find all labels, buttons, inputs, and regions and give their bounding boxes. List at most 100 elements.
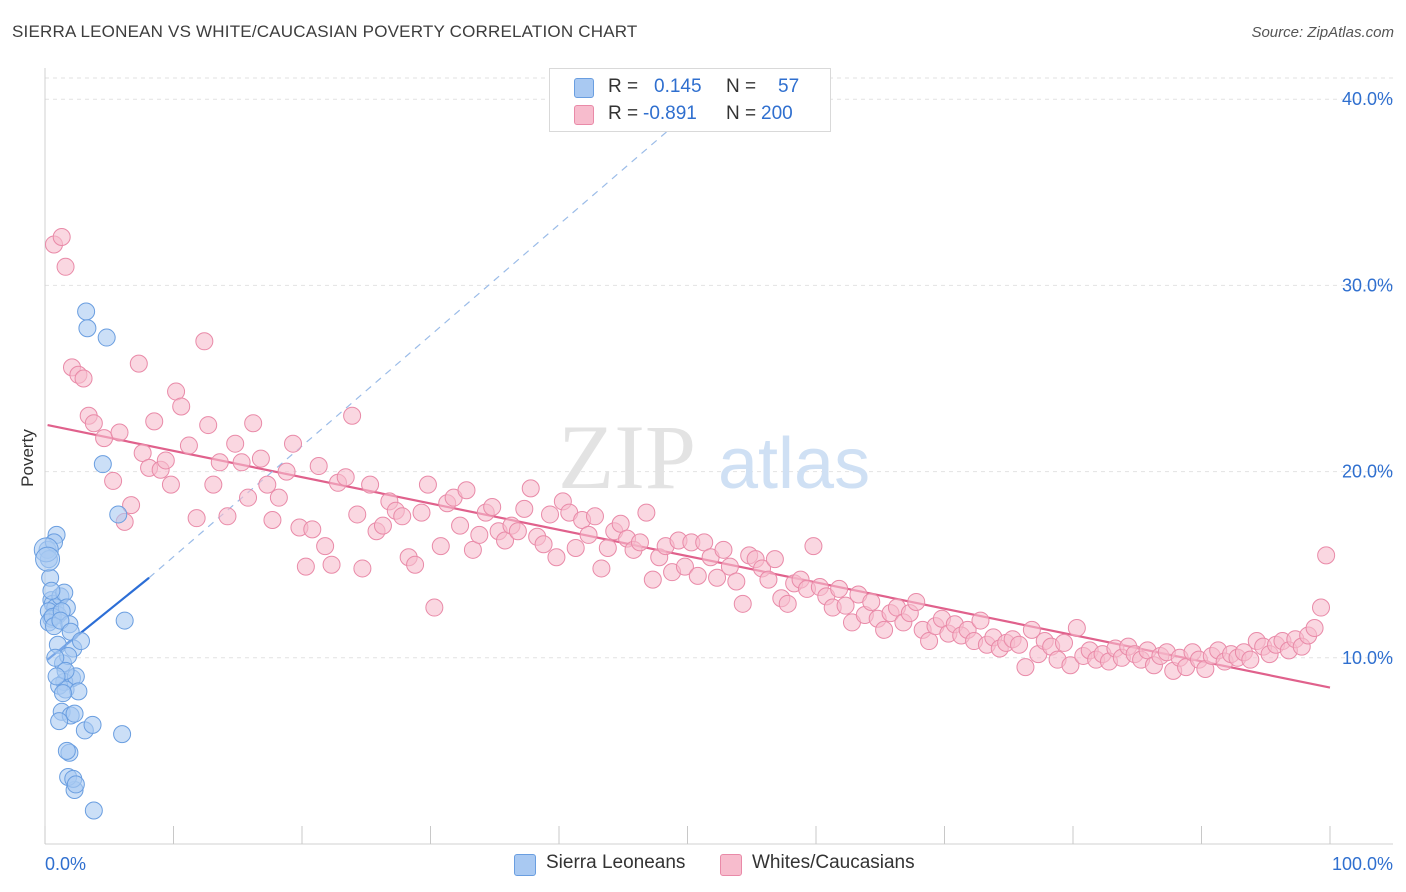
legend-row-sierra: R = 0.145 N = 57 [550,75,830,99]
point-white-caucasian [412,503,431,522]
point-white-caucasian [104,471,123,490]
point-white-caucasian [778,594,797,613]
axis-labels: 10.0% 20.0% 30.0% 40.0% 0.0% 100.0% Poverty [18,89,1393,874]
point-sierra-leonean [42,581,61,600]
point-white-caucasian [830,579,849,598]
point-white-caucasian [239,488,258,507]
point-white-caucasian [361,475,380,494]
point-white-caucasian [145,412,164,431]
point-white-caucasian [218,507,237,526]
y-tick-label: 30.0% [1342,275,1393,295]
point-sierra-leonean [65,704,84,723]
point-white-caucasian [875,620,894,639]
legend-r-value: -0.891 [643,103,697,124]
point-sierra-leonean [69,682,88,701]
point-white-caucasian [269,488,288,507]
point-sierra-leonean [51,611,70,630]
point-white-caucasian [251,449,270,468]
point-white-caucasian [534,535,553,554]
legend-r-label: R = [608,103,639,124]
point-white-caucasian [226,434,245,453]
point-white-caucasian [508,522,527,541]
point-white-caucasian [804,537,823,556]
point-white-caucasian [1241,650,1260,669]
trend-line-sierra-extension [148,80,727,579]
point-white-caucasian [920,632,939,651]
point-white-caucasian [971,611,990,630]
y-tick-label: 10.0% [1342,648,1393,668]
point-white-caucasian [1016,658,1035,677]
point-white-caucasian [133,444,152,462]
legend-r-value: 0.145 [654,76,702,97]
point-white-caucasian [56,257,75,276]
point-sierra-leonean [77,302,96,321]
point-white-caucasian [714,540,733,559]
point-sierra-leonean [46,648,65,667]
point-white-caucasian [353,559,372,578]
legend-n-value: 57 [778,76,800,97]
watermark-zip: ZIP [558,406,696,508]
point-white-caucasian [84,414,103,433]
point-white-caucasian [309,457,328,476]
point-white-caucasian [836,596,855,615]
point-white-caucasian [195,332,214,351]
x-tick-label: 0.0% [45,854,86,874]
point-white-caucasian [515,499,534,518]
point-white-caucasian [161,475,180,494]
point-white-caucasian [406,555,425,574]
legend-n-label: N = [726,103,757,124]
point-white-caucasian [1010,635,1029,654]
point-white-caucasian [172,397,191,416]
point-sierra-leonean [78,319,97,338]
watermark-atlas: atlas [718,424,870,504]
point-white-caucasian [1067,619,1086,638]
watermark: ZIP atlas [558,406,870,508]
point-white-caucasian [470,525,489,544]
point-white-caucasian [1055,633,1074,652]
point-sierra-leonean [53,684,72,703]
point-white-caucasian [1317,546,1336,565]
point-white-caucasian [74,369,93,388]
point-white-caucasian [1312,598,1331,617]
y-tick-label: 20.0% [1342,462,1393,482]
point-sierra-leonean [57,741,76,760]
point-white-caucasian [277,462,296,481]
point-white-caucasian [303,520,322,539]
y-axis-label: Poverty [18,429,37,487]
trend-lines [46,80,1331,689]
point-white-caucasian [210,453,229,472]
point-sierra-leonean [50,712,69,731]
point-white-caucasian [708,568,727,587]
point-sierra-leonean [71,632,90,651]
source-label: Source: ZipAtlas.com [1251,24,1394,41]
point-white-caucasian [566,538,585,557]
point-white-caucasian [907,592,926,611]
point-white-caucasian [598,538,617,557]
point-white-caucasian [110,423,129,442]
point-white-caucasian [322,555,341,574]
point-white-caucasian [463,540,482,559]
point-white-caucasian [336,468,355,487]
point-white-caucasian [431,537,450,556]
point-white-caucasian [373,516,392,535]
point-white-caucasian [343,406,362,425]
series-legend: Sierra Leoneans Whites/Caucasians [0,852,1406,878]
point-white-caucasian [862,592,881,611]
point-white-caucasian [592,559,611,578]
point-white-caucasian [521,479,540,498]
point-sierra-leonean [84,801,103,820]
point-white-caucasian [457,481,476,500]
point-white-caucasian [579,525,598,544]
point-white-caucasian [199,416,218,435]
point-white-caucasian [156,451,175,470]
point-white-caucasian [759,570,778,589]
point-white-caucasian [496,531,515,550]
point-white-caucasian [1022,620,1041,639]
stats-legend: R = 0.145 N = 57 R = -0.891 N = 200 [549,68,831,132]
point-white-caucasian [95,429,114,448]
point-white-caucasian [727,572,746,591]
legend-label: Sierra Leoneans [546,852,686,873]
point-sierra-leonean [115,611,134,630]
x-tick-label: 100.0% [1332,854,1393,874]
